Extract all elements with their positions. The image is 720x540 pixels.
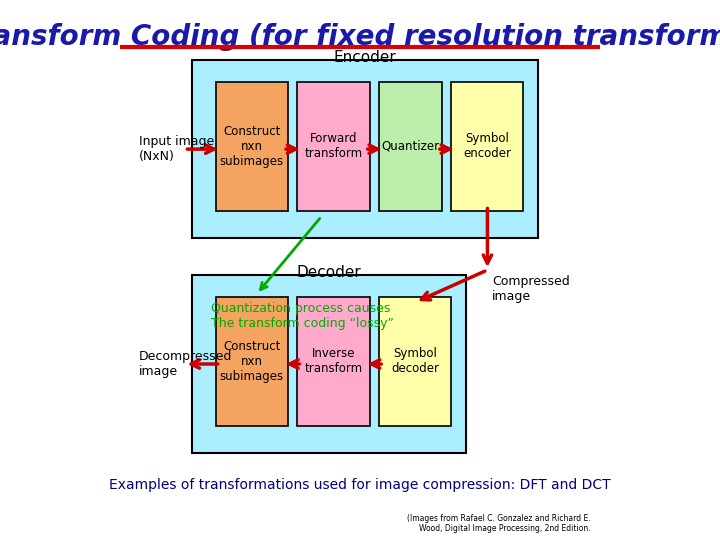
Text: Symbol
encoder: Symbol encoder xyxy=(464,132,511,160)
Text: Quantization process causes
The transform coding “lossy”: Quantization process causes The transfor… xyxy=(211,302,394,330)
Text: Construct
nxn
subimages: Construct nxn subimages xyxy=(220,125,284,168)
Text: Quantizer: Quantizer xyxy=(382,140,439,153)
Text: (Images from Rafael C. Gonzalez and Richard E.
Wood, Digital Image Processing, 2: (Images from Rafael C. Gonzalez and Rich… xyxy=(408,514,591,533)
FancyBboxPatch shape xyxy=(192,60,538,238)
Text: Inverse
transform: Inverse transform xyxy=(305,347,363,375)
Text: Compressed
image: Compressed image xyxy=(492,275,570,303)
FancyBboxPatch shape xyxy=(192,275,466,453)
Text: Decoder: Decoder xyxy=(297,265,361,280)
FancyBboxPatch shape xyxy=(451,82,523,211)
FancyBboxPatch shape xyxy=(297,297,369,426)
Text: Symbol
decoder: Symbol decoder xyxy=(391,347,439,375)
FancyBboxPatch shape xyxy=(379,82,442,211)
FancyBboxPatch shape xyxy=(216,297,288,426)
Text: Examples of transformations used for image compression: DFT and DCT: Examples of transformations used for ima… xyxy=(109,478,611,492)
FancyBboxPatch shape xyxy=(379,297,451,426)
FancyBboxPatch shape xyxy=(297,82,369,211)
FancyBboxPatch shape xyxy=(216,82,288,211)
Text: Encoder: Encoder xyxy=(333,50,396,65)
Text: Construct
nxn
subimages: Construct nxn subimages xyxy=(220,340,284,383)
Text: Forward
transform: Forward transform xyxy=(305,132,363,160)
Text: Transform Coding (for fixed resolution transforms): Transform Coding (for fixed resolution t… xyxy=(0,23,720,51)
Text: Input image
(NxN): Input image (NxN) xyxy=(139,135,214,163)
Text: Decompressed
image: Decompressed image xyxy=(139,350,232,378)
